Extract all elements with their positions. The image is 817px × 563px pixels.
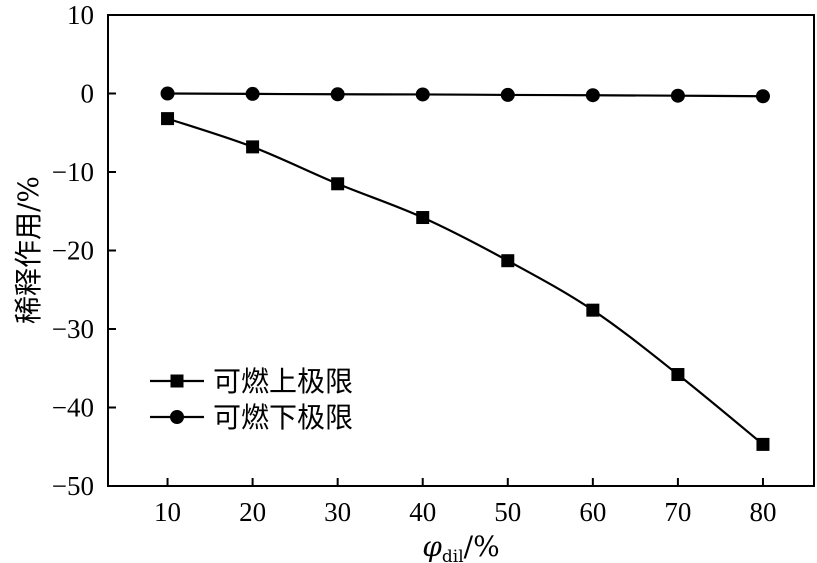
y-tick-label: −10 — [52, 157, 94, 187]
x-tick-label: 50 — [494, 497, 521, 527]
x-tick-label: 10 — [154, 497, 181, 527]
lower-limit-legend-marker — [170, 410, 184, 424]
lower-limit-data-point — [415, 87, 430, 102]
x-tick-label: 30 — [324, 497, 351, 527]
lower-limit-data-point — [585, 88, 600, 103]
upper-limit-data-point — [756, 437, 770, 451]
x-tick-label: 80 — [749, 497, 776, 527]
y-axis-title: 稀释作用/% — [12, 176, 45, 324]
upper-limit-legend-marker — [170, 374, 184, 388]
y-tick-label: 10 — [67, 0, 94, 30]
x-tick-label: 60 — [579, 497, 606, 527]
lower-limit-legend-label: 可燃下极限 — [213, 401, 353, 434]
lower-limit-data-point — [245, 86, 260, 101]
lower-limit-data-point — [670, 88, 685, 103]
x-tick-label: 20 — [239, 497, 266, 527]
x-axis-title: φdil/% — [422, 530, 499, 563]
y-tick-label: −20 — [52, 236, 94, 266]
lower-limit-series-line — [167, 92, 763, 98]
upper-limit-data-point — [161, 112, 175, 126]
y-tick-label: −40 — [52, 393, 94, 423]
y-tick-label: −50 — [52, 471, 94, 501]
lower-limit-data-point — [755, 89, 770, 104]
lower-limit-data-point — [160, 86, 175, 101]
upper-limit-legend-label: 可燃上极限 — [213, 365, 353, 398]
y-tick-label: 0 — [81, 79, 95, 109]
upper-limit-data-point — [671, 368, 685, 382]
lower-limit-data-point — [500, 87, 515, 102]
upper-limit-data-point — [501, 254, 515, 268]
y-tick-label: −30 — [52, 314, 94, 344]
lower-limit-data-point — [330, 87, 345, 102]
upper-limit-data-point — [416, 211, 430, 225]
x-tick-label: 70 — [664, 497, 691, 527]
upper-limit-data-point — [246, 140, 260, 154]
upper-limit-data-point — [331, 177, 345, 191]
x-tick-label: 40 — [409, 497, 436, 527]
upper-limit-data-point — [586, 303, 600, 317]
